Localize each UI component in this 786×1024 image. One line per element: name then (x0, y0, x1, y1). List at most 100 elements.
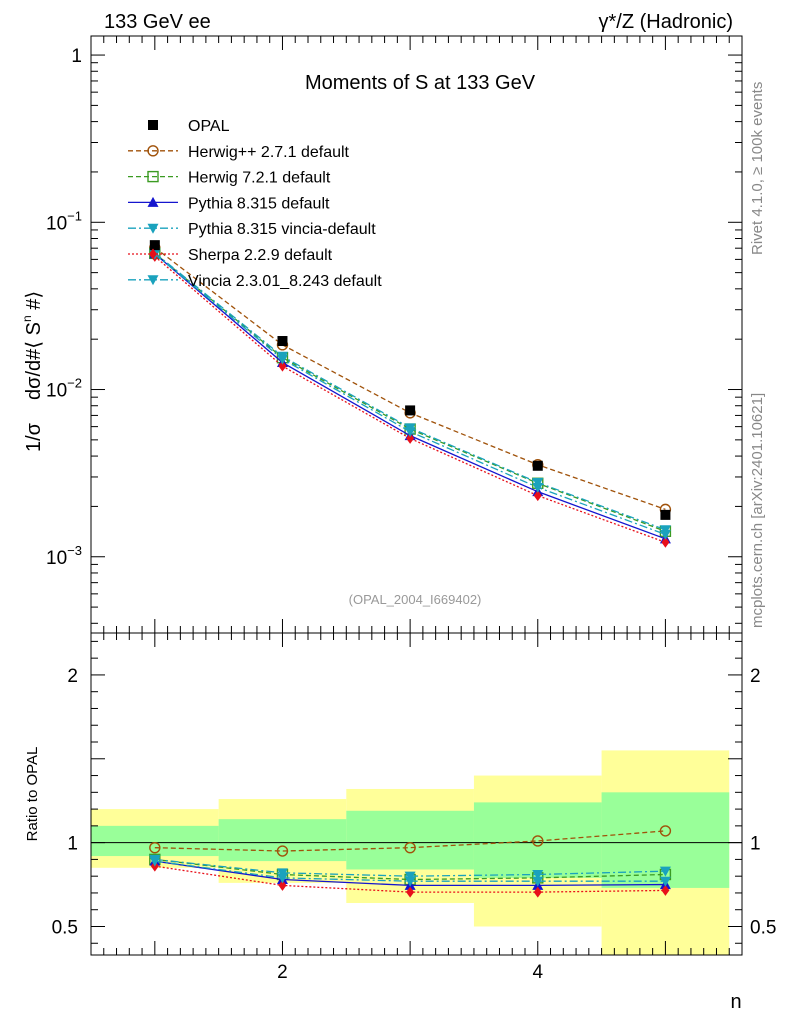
point-opal-3 (532, 460, 543, 471)
legend-entry-3: Pythia 8.315 default (128, 195, 330, 212)
legend-entry-2: Herwig 7.2.1 default (128, 170, 331, 187)
main-ytick-label-1: 10−1 (46, 208, 82, 234)
x-axis-label: n (730, 991, 741, 1013)
ratio-point-vincia-2-3-01-8-243-default-3 (532, 876, 544, 887)
line-herwig-7-2-1-default (154, 252, 666, 532)
legend: OPAL Herwig++ 2.7.1 default Herwig 7.2.1 d… (128, 118, 382, 290)
ratio-plot-series (149, 825, 672, 898)
point-sherpa-2-2-9-default-3 (533, 490, 542, 502)
ratio-point-herwig-2-7-1-default-3 (532, 835, 544, 847)
ratio-point-herwig-2-7-1-default-2 (404, 841, 416, 854)
mcplots-label: mcplots.cern.ch [arXiv:2401.10621] (749, 393, 766, 628)
legend-label-4: Pythia 8.315 vincia-default (188, 221, 376, 238)
legend-label-2: Herwig 7.2.1 default (188, 170, 331, 187)
point-vincia-2-3-01-8-243-default-2 (404, 427, 416, 438)
legend-marker-4 (147, 223, 159, 234)
legend-marker-3 (147, 196, 159, 207)
ratio-point-herwig-2-7-1-default-0 (149, 841, 161, 854)
ratio-line-herwig-2-7-1-default (154, 830, 666, 852)
band-inner-2 (346, 810, 474, 870)
ratio-point-pythia-8-315-vincia-default-2 (404, 871, 416, 882)
legend-marker-2 (147, 170, 159, 183)
point-opal-0 (149, 240, 160, 251)
legend-entry-0: OPAL (148, 118, 230, 135)
rivet-label: Rivet 4.1.0, ≥ 100k events (749, 82, 766, 255)
ratio-point-pythia-8-315-vincia-default-3 (532, 870, 544, 880)
point-opal-4 (660, 509, 671, 520)
line-vincia-2-3-01-8-243-default (154, 253, 666, 536)
point-vincia-2-3-01-8-243-default-3 (532, 482, 544, 493)
band-inner-0 (91, 825, 219, 857)
legend-label-6: Vincia 2.3.01_8.243 default (188, 273, 382, 290)
ratio-point-sherpa-2-2-9-default-2 (406, 886, 415, 898)
xtick-label-0: 2 (277, 962, 288, 983)
main-ytick-label-2: 10−2 (46, 376, 82, 402)
band-inner-1 (218, 819, 347, 862)
ratio-point-sherpa-2-2-9-default-3 (533, 886, 542, 898)
tick-labels: 1 10−1 10−2 10−3 2 2 1 1 0.5 0.5 2 4 (46, 46, 776, 983)
xtick-label-1: 4 (532, 962, 543, 983)
ratio-point-sherpa-2-2-9-default-4 (661, 884, 670, 896)
ratio-series-vincia-2-3-01-8-243-default (149, 856, 671, 887)
ratio-point-sherpa-2-2-9-default-1 (278, 879, 287, 891)
ratio-ytick-label-left-1: 1 (67, 834, 78, 855)
legend-marker-0 (148, 120, 158, 130)
series-vincia-2-3-01-8-243-default (149, 249, 671, 540)
ratio-point-vincia-2-3-01-8-243-default-4 (659, 876, 671, 887)
ratio-point-pythia-8-315-vincia-default-1 (276, 868, 288, 879)
main-ylabel-rest: dσ/d#⟨ S (23, 322, 45, 400)
point-sherpa-2-2-9-default-2 (406, 432, 415, 444)
main-ytick-label-0: 1 (71, 46, 82, 67)
ratio-series-sherpa-2-2-9-default (150, 860, 670, 898)
ratio-point-vincia-2-3-01-8-243-default-0 (149, 856, 161, 867)
legend-label-1: Herwig++ 2.7.1 default (188, 144, 350, 161)
ratio-series-herwig-2-7-1-default (149, 825, 672, 857)
series-pythia-8-315-vincia-default (149, 248, 671, 536)
legend-marker-6 (147, 275, 159, 286)
legend-entry-6: Vincia 2.3.01_8.243 default (128, 273, 382, 290)
point-opal-2 (405, 405, 416, 416)
legend-entry-5: Sherpa 2.2.9 default (128, 247, 333, 264)
legend-entry-4: Pythia 8.315 vincia-default (128, 221, 376, 238)
legend-marker-1 (147, 145, 159, 157)
axis-ticks (91, 36, 742, 955)
main-ylabel-end: #⟩ (23, 291, 45, 315)
point-sherpa-2-2-9-default-4 (661, 536, 670, 548)
series-opal (149, 240, 671, 520)
band-inner-3 (473, 802, 602, 878)
legend-label-0: OPAL (188, 118, 230, 135)
svg-text:dσ/d#⟨ Sn #⟩: dσ/d#⟨ Sn #⟩ (20, 291, 45, 400)
ratio-ytick-label-right-1: 1 (750, 834, 761, 855)
point-sherpa-2-2-9-default-1 (278, 360, 287, 372)
line-sherpa-2-2-9-default (154, 255, 666, 543)
header-right: γ*/Z (Hadronic) (599, 11, 733, 33)
legend-marker-5 (149, 248, 157, 260)
series-herwig-7-2-1-default (149, 247, 672, 537)
main-ylabel-frac: 1/σ (23, 422, 45, 452)
header-left: 133 GeV ee (104, 11, 211, 33)
series-pythia-8-315-default (149, 248, 671, 544)
point-opal-1 (277, 336, 288, 347)
ratio-point-vincia-2-3-01-8-243-default-1 (276, 873, 288, 884)
main-ylabel-sup: n (20, 315, 34, 322)
legend-entry-1: Herwig++ 2.7.1 default (128, 144, 350, 161)
legend-label-3: Pythia 8.315 default (188, 195, 330, 212)
line-pythia-8-315-default (154, 253, 666, 540)
ratio-ylabel: Ratio to OPAL (24, 747, 41, 842)
ratio-point-pythia-8-315-vincia-default-4 (659, 866, 671, 877)
ratio-point-vincia-2-3-01-8-243-default-2 (404, 876, 416, 887)
point-vincia-2-3-01-8-243-default-1 (276, 354, 288, 365)
ratio-point-herwig-2-7-1-default-1 (276, 845, 289, 857)
ratio-point-herwig-2-7-1-default-4 (659, 825, 672, 837)
analysis-id: (OPAL_2004_I669402) (349, 592, 482, 607)
line-pythia-8-315-vincia-default (154, 252, 666, 531)
point-vincia-2-3-01-8-243-default-4 (659, 529, 671, 540)
main-plot-series (149, 240, 672, 548)
ratio-ytick-label-right-0: 2 (750, 666, 761, 687)
ratio-ytick-label-left-0: 2 (67, 666, 78, 687)
chart-title: Moments of S at 133 GeV (305, 72, 536, 94)
legend-label-5: Sherpa 2.2.9 default (188, 247, 333, 264)
ratio-ytick-label-right-2: 0.5 (750, 917, 776, 938)
main-ytick-label-3: 10−3 (46, 543, 82, 569)
